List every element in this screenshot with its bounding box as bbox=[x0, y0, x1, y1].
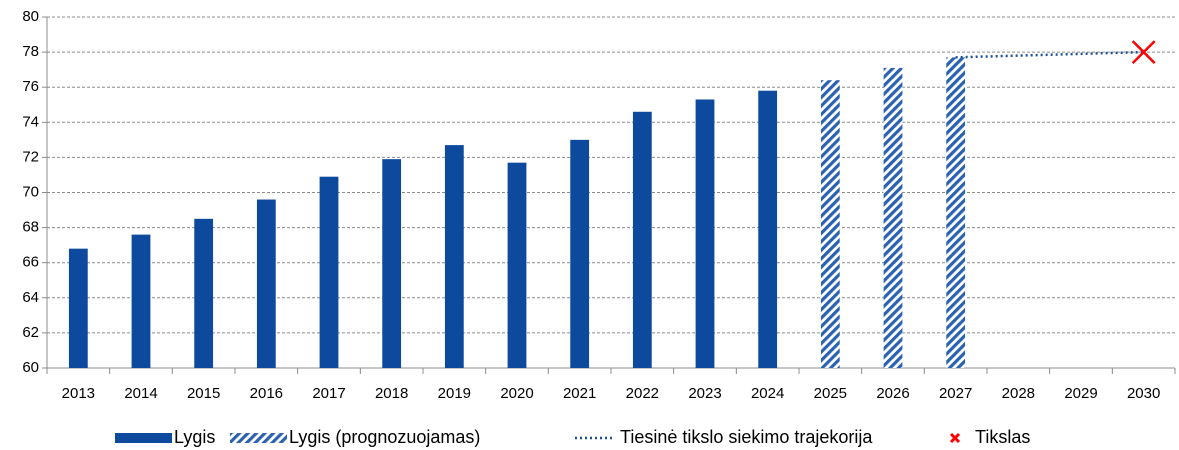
bar bbox=[131, 234, 151, 368]
x-tick-label: 2015 bbox=[187, 385, 220, 402]
y-tick-label: 70 bbox=[22, 183, 39, 200]
legend-swatch bbox=[115, 433, 172, 443]
bar bbox=[820, 80, 840, 369]
legend-label: Tiesinė tikslo siekimo trajekorija bbox=[620, 427, 873, 447]
x-tick-label: 2019 bbox=[438, 385, 471, 402]
y-tick-label: 72 bbox=[22, 148, 39, 165]
y-tick-label: 80 bbox=[22, 8, 39, 25]
x-tick-label: 2023 bbox=[688, 385, 721, 402]
x-tick-label: 2017 bbox=[312, 385, 345, 402]
bar bbox=[632, 111, 652, 369]
trajectory-line bbox=[955, 50, 1144, 59]
bar bbox=[382, 159, 402, 368]
legend-swatch bbox=[230, 433, 287, 443]
y-tick-label: 64 bbox=[22, 289, 39, 306]
x-tick-label: 2014 bbox=[124, 385, 157, 402]
legend-label: Tikslas bbox=[975, 427, 1030, 447]
bar bbox=[194, 218, 214, 368]
x-tick-label: 2024 bbox=[751, 385, 784, 402]
bar bbox=[68, 248, 88, 368]
bar bbox=[758, 90, 778, 369]
bar bbox=[883, 67, 903, 369]
bar bbox=[946, 57, 966, 369]
legend-swatch bbox=[949, 432, 961, 444]
bar bbox=[570, 139, 590, 368]
x-tick-label: 2028 bbox=[1002, 385, 1035, 402]
x-tick-label: 2021 bbox=[563, 385, 596, 402]
y-tick-label: 66 bbox=[22, 254, 39, 271]
legend-label: Lygis (prognozuojamas) bbox=[289, 427, 480, 447]
x-tick-label: 2020 bbox=[500, 385, 533, 402]
x-tick-label: 2016 bbox=[250, 385, 283, 402]
bar bbox=[507, 162, 527, 368]
bar bbox=[695, 99, 715, 369]
y-tick-label: 62 bbox=[22, 324, 39, 341]
bar bbox=[319, 176, 339, 368]
x-tick-label: 2026 bbox=[876, 385, 909, 402]
y-tick-label: 74 bbox=[22, 113, 39, 130]
bar bbox=[444, 145, 464, 368]
x-tick-label: 2022 bbox=[626, 385, 659, 402]
x-tick-label: 2029 bbox=[1064, 385, 1097, 402]
x-tick-label: 2018 bbox=[375, 385, 408, 402]
y-tick-label: 68 bbox=[22, 219, 39, 236]
x-tick-label: 2013 bbox=[62, 385, 95, 402]
x-tick-label: 2030 bbox=[1127, 385, 1160, 402]
y-tick-label: 60 bbox=[22, 359, 39, 376]
bar bbox=[256, 199, 276, 368]
x-tick-label: 2027 bbox=[939, 385, 972, 402]
y-tick-label: 78 bbox=[22, 43, 39, 60]
target-marker bbox=[1131, 40, 1156, 64]
x-tick-label: 2025 bbox=[814, 385, 847, 402]
legend-label: Lygis bbox=[174, 427, 215, 447]
y-tick-label: 76 bbox=[22, 78, 39, 95]
